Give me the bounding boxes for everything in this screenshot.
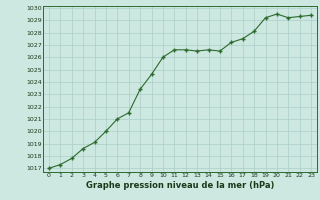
X-axis label: Graphe pression niveau de la mer (hPa): Graphe pression niveau de la mer (hPa) xyxy=(86,181,274,190)
